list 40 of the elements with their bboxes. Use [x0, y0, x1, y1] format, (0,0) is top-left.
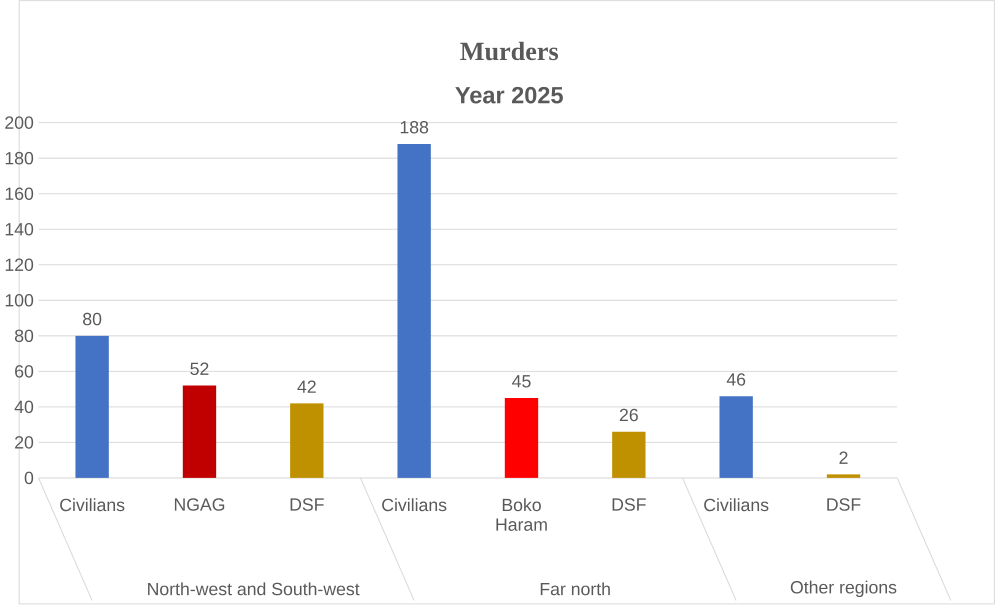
bar [290, 404, 324, 478]
data-label: 26 [620, 408, 638, 422]
y-tick-label: 0 [24, 472, 34, 484]
data-label: 80 [83, 313, 102, 326]
y-tick-label: 180 [6, 152, 34, 165]
data-label: 42 [297, 380, 316, 394]
data-label: 2 [839, 452, 848, 464]
text: North-west and South-west [148, 582, 360, 596]
text: Other regions [790, 580, 896, 598]
y-tick-label: 60 [15, 365, 34, 378]
x-tick-label: DSF [290, 498, 324, 511]
bar [504, 398, 538, 478]
bar [826, 474, 860, 478]
bar [719, 396, 753, 478]
y-tick-label: 20 [15, 436, 34, 449]
x-tick-label: NGAG [174, 498, 224, 511]
y-tick-label: 120 [6, 258, 34, 272]
x-tick-label: DSF [612, 498, 646, 511]
bar [397, 144, 431, 478]
x-tick-label: Civilians [60, 498, 124, 512]
x-tick-label: Boko Haram [496, 498, 547, 532]
bar [75, 336, 109, 478]
y-tick-label: 40 [14, 400, 34, 414]
chart-title: Murders [460, 42, 558, 60]
bar [182, 386, 216, 478]
x-tick-label: Civilians [704, 498, 768, 512]
y-tick-label: 140 [6, 223, 34, 236]
data-label: 188 [400, 121, 428, 134]
x-tick-label: Civilians [382, 498, 446, 512]
y-tick-label: 80 [14, 330, 34, 342]
y-tick-label: 100 [6, 294, 34, 307]
y-tick-label: 200 [5, 116, 34, 130]
data-label: 45 [512, 375, 531, 388]
x-tick-label: DSF [827, 498, 860, 511]
data-label: 46 [726, 373, 746, 386]
bar [612, 432, 646, 478]
chart-subtitle: Year 2025 [455, 87, 563, 104]
text: Far north [540, 582, 610, 596]
y-tick-label: 160 [6, 188, 34, 200]
data-label: 52 [190, 362, 208, 376]
